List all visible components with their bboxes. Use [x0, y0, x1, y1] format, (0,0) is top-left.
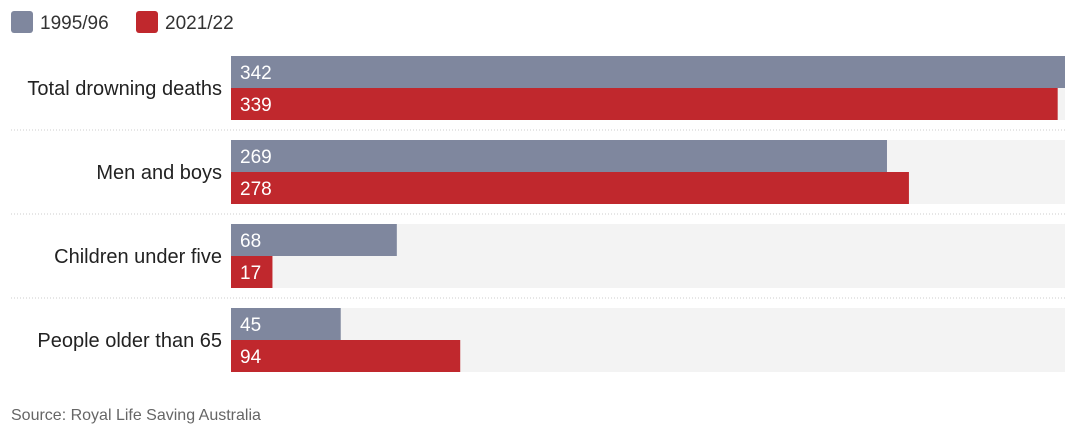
- bar-group-total-drowning-deaths: Total drowning deaths 342 339: [11, 56, 1065, 131]
- category-label-men-and-boys: Men and boys: [96, 162, 222, 184]
- bar-group-men-and-boys: Men and boys 269 278: [11, 140, 1065, 215]
- bar-value-total-drowning-deaths-2021-22: 339: [240, 95, 272, 116]
- bar-value-people-older-than-65-1995-96: 45: [240, 315, 261, 336]
- bar-group-children-under-five: Children under five 68 17: [11, 224, 1065, 299]
- bar-value-children-under-five-1995-96: 68: [240, 231, 261, 252]
- bar-group-people-older-than-65: People older than 65 45 94: [37, 308, 1065, 372]
- bar-total-drowning-deaths-2021-22: [231, 88, 1058, 120]
- category-label-children-under-five: Children under five: [54, 246, 222, 268]
- bar-men-and-boys-1995-96: [231, 140, 887, 172]
- legend-item-1995-96: 1995/96: [11, 11, 109, 34]
- bar-children-under-five-2021-22: [231, 256, 273, 288]
- legend-swatch-2021-22: [136, 11, 158, 33]
- legend-item-2021-22: 2021/22: [136, 11, 234, 34]
- category-label-people-older-than-65: People older than 65: [37, 330, 222, 352]
- bar-value-men-and-boys-2021-22: 278: [240, 179, 272, 200]
- bar-value-children-under-five-2021-22: 17: [240, 263, 261, 284]
- bar-people-older-than-65-2021-22: [231, 340, 461, 372]
- legend-swatch-1995-96: [11, 11, 33, 33]
- bar-value-men-and-boys-1995-96: 269: [240, 147, 272, 168]
- bar-people-older-than-65-1995-96: [231, 308, 341, 340]
- category-label-total-drowning-deaths: Total drowning deaths: [27, 78, 222, 100]
- legend-label-1995-96: 1995/96: [40, 13, 109, 34]
- bar-value-total-drowning-deaths-1995-96: 342: [240, 63, 272, 84]
- bar-children-under-five-1995-96: [231, 224, 397, 256]
- legend-label-2021-22: 2021/22: [165, 13, 234, 34]
- plot-area: Total drowning deaths 342 339 Men and boys 2…: [11, 56, 1065, 372]
- source-note: Source: Royal Life Saving Australia: [11, 407, 261, 424]
- legend: 1995/96 2021/22: [11, 11, 234, 34]
- bar-men-and-boys-2021-22: [231, 172, 909, 204]
- bar-total-drowning-deaths-1995-96: [231, 56, 1065, 88]
- bar-value-people-older-than-65-2021-22: 94: [240, 347, 262, 368]
